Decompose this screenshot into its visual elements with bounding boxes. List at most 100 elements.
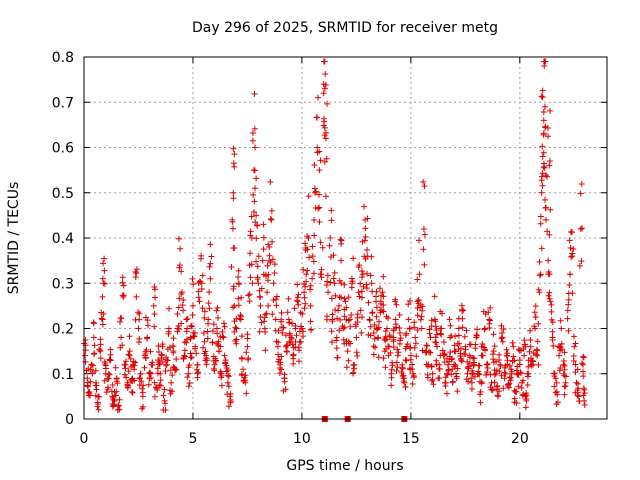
data-point xyxy=(292,323,299,330)
data-point xyxy=(342,298,349,305)
data-point xyxy=(358,288,365,295)
data-point xyxy=(89,369,96,376)
data-point xyxy=(527,337,534,344)
data-point xyxy=(515,383,522,390)
data-point xyxy=(485,309,492,316)
data-point xyxy=(238,294,245,301)
data-point xyxy=(250,209,257,216)
data-point xyxy=(546,162,553,169)
data-point xyxy=(288,335,295,342)
data-point xyxy=(541,164,548,171)
data-point xyxy=(229,225,236,232)
data-point xyxy=(201,308,208,315)
data-point xyxy=(294,294,301,301)
data-point xyxy=(491,343,498,350)
data-point xyxy=(382,328,389,335)
data-point xyxy=(173,356,180,363)
data-point xyxy=(251,90,258,97)
data-point xyxy=(474,326,481,333)
data-point xyxy=(375,354,382,361)
data-point xyxy=(572,340,579,347)
data-point xyxy=(211,361,218,368)
data-point xyxy=(207,241,214,248)
data-point xyxy=(177,245,184,252)
data-point xyxy=(580,385,587,392)
data-point xyxy=(519,377,526,384)
data-point xyxy=(116,396,123,403)
data-point xyxy=(496,368,503,375)
data-point xyxy=(542,204,549,211)
data-point xyxy=(299,328,306,335)
data-point xyxy=(272,316,279,323)
data-point xyxy=(372,344,379,351)
data-point xyxy=(178,320,185,327)
data-point xyxy=(404,341,411,348)
data-point xyxy=(356,293,363,300)
data-point xyxy=(380,308,387,315)
data-point xyxy=(136,339,143,346)
data-point xyxy=(214,314,221,321)
data-point xyxy=(179,302,186,309)
data-point xyxy=(570,333,577,340)
data-point xyxy=(225,373,232,380)
data-point xyxy=(526,348,533,355)
data-point xyxy=(549,337,556,344)
data-point xyxy=(140,403,147,410)
data-point xyxy=(333,345,340,352)
data-point xyxy=(362,233,369,240)
data-point xyxy=(251,185,258,192)
data-point xyxy=(534,338,541,345)
data-point xyxy=(481,325,488,332)
data-point xyxy=(538,177,545,184)
data-point xyxy=(304,267,311,274)
data-point xyxy=(198,252,205,259)
data-point xyxy=(238,333,245,340)
data-point xyxy=(566,282,573,289)
data-point xyxy=(238,355,245,362)
data-point xyxy=(112,364,119,371)
data-point xyxy=(538,93,545,100)
data-point xyxy=(331,269,338,276)
data-point xyxy=(486,324,493,331)
data-point xyxy=(376,285,383,292)
data-point xyxy=(539,153,546,160)
data-point xyxy=(227,399,234,406)
data-point xyxy=(394,352,401,359)
data-point xyxy=(258,319,265,326)
data-point xyxy=(267,215,274,222)
data-point xyxy=(564,307,571,314)
data-point xyxy=(396,324,403,331)
data-point xyxy=(488,386,495,393)
data-point xyxy=(331,280,338,287)
data-point xyxy=(350,255,357,262)
data-point xyxy=(220,334,227,341)
data-point xyxy=(335,302,342,309)
data-point xyxy=(517,370,524,377)
data-point xyxy=(160,406,167,413)
data-point xyxy=(321,58,328,65)
data-point xyxy=(417,316,424,323)
data-point xyxy=(347,340,354,347)
data-point xyxy=(243,349,250,356)
data-point xyxy=(248,261,255,268)
data-point xyxy=(265,302,272,309)
data-point xyxy=(346,316,353,323)
data-point xyxy=(417,304,424,311)
data-point xyxy=(577,190,584,197)
data-point xyxy=(566,237,573,244)
data-point xyxy=(533,351,540,358)
data-point xyxy=(321,158,328,165)
data-point xyxy=(188,354,195,361)
data-point xyxy=(553,379,560,386)
data-point xyxy=(412,340,419,347)
data-point xyxy=(190,281,197,288)
data-point xyxy=(93,386,100,393)
data-point xyxy=(411,319,418,326)
data-point xyxy=(510,343,517,350)
data-point xyxy=(92,367,99,374)
data-point xyxy=(567,271,574,278)
data-point xyxy=(368,280,375,287)
data-point xyxy=(549,319,556,326)
data-point xyxy=(123,374,130,381)
data-point xyxy=(316,191,323,198)
